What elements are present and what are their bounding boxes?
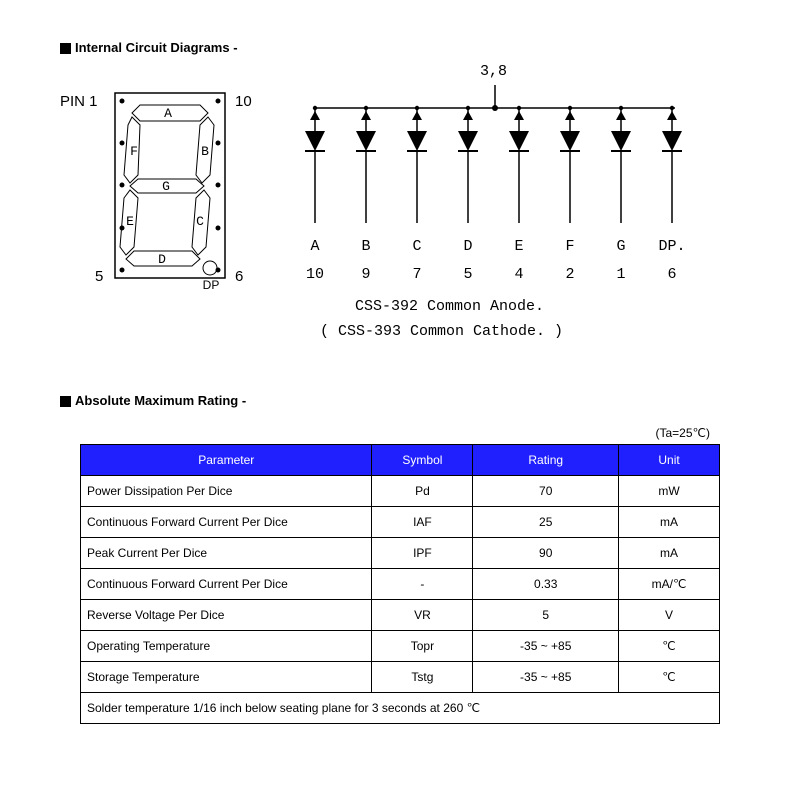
svg-text:F: F [130, 144, 138, 159]
seg-label: DP. [657, 238, 687, 255]
cell-symbol: IPF [372, 538, 473, 569]
cell-param: Operating Temperature [81, 631, 372, 662]
cell-rating: 0.33 [473, 569, 619, 600]
cell-rating: 70 [473, 476, 619, 507]
common-pin-label: 3,8 [480, 63, 507, 80]
seg-label: E [504, 238, 534, 255]
seg-label: G [606, 238, 636, 255]
pin10-label: 10 [235, 93, 252, 110]
table-row: Peak Current Per DiceIPF90mA [81, 538, 720, 569]
table-row: Continuous Forward Current Per DiceIAF25… [81, 507, 720, 538]
seg-label: A [300, 238, 330, 255]
seg-label: C [402, 238, 432, 255]
circuit-svg [300, 73, 700, 243]
rating-footnote: Solder temperature 1/16 inch below seati… [81, 693, 720, 724]
pin6-label: 6 [235, 268, 243, 285]
seg-pin: 10 [300, 266, 330, 283]
cell-param: Power Dissipation Per Dice [81, 476, 372, 507]
cell-param: Peak Current Per Dice [81, 538, 372, 569]
circuit-line1: CSS-392 Common Anode. [355, 298, 544, 315]
ta-note: (Ta=25℃) [60, 426, 710, 440]
cell-param: Continuous Forward Current Per Dice [81, 569, 372, 600]
table-row: Operating TemperatureTopr-35 ~ +85℃ [81, 631, 720, 662]
table-row: Storage TemperatureTstg-35 ~ +85℃ [81, 662, 720, 693]
svg-text:D: D [158, 252, 166, 267]
table-row: Power Dissipation Per DicePd70mW [81, 476, 720, 507]
cell-rating: 90 [473, 538, 619, 569]
rating-table: Parameter Symbol Rating Unit Power Dissi… [80, 444, 720, 724]
table-row: Reverse Voltage Per DiceVR5V [81, 600, 720, 631]
cell-symbol: Tstg [372, 662, 473, 693]
cell-rating: -35 ~ +85 [473, 662, 619, 693]
seg-label: D [453, 238, 483, 255]
pin5-label: 5 [95, 268, 103, 285]
table-row: Continuous Forward Current Per Dice-0.33… [81, 569, 720, 600]
cell-unit: mW [619, 476, 720, 507]
cell-unit: mA [619, 507, 720, 538]
pin1-label: PIN 1 [60, 93, 98, 110]
cell-param: Reverse Voltage Per Dice [81, 600, 372, 631]
seg-label: F [555, 238, 585, 255]
seg-pin: 6 [657, 266, 687, 283]
cell-symbol: IAF [372, 507, 473, 538]
section-rating-header: Absolute Maximum Rating - [60, 393, 740, 408]
seg-label: B [351, 238, 381, 255]
th-symbol: Symbol [372, 445, 473, 476]
th-parameter: Parameter [81, 445, 372, 476]
cell-symbol: VR [372, 600, 473, 631]
cell-unit: V [619, 600, 720, 631]
svg-text:B: B [201, 144, 209, 159]
cell-unit: ℃ [619, 631, 720, 662]
seg-pin: 2 [555, 266, 585, 283]
diagrams-row: PIN 1 10 5 6 A [60, 73, 740, 353]
cell-unit: ℃ [619, 662, 720, 693]
cell-symbol: Topr [372, 631, 473, 662]
svg-text:A: A [164, 106, 172, 121]
svg-text:E: E [126, 214, 134, 229]
cell-param: Continuous Forward Current Per Dice [81, 507, 372, 538]
cell-unit: mA/℃ [619, 569, 720, 600]
seg-pin: 4 [504, 266, 534, 283]
cell-rating: -35 ~ +85 [473, 631, 619, 662]
cell-unit: mA [619, 538, 720, 569]
svg-text:C: C [196, 214, 204, 229]
seg-pin: 1 [606, 266, 636, 283]
svg-text:G: G [162, 179, 170, 194]
cell-symbol: - [372, 569, 473, 600]
th-rating: Rating [473, 445, 619, 476]
cell-rating: 25 [473, 507, 619, 538]
circuit-line2: ( CSS-393 Common Cathode. ) [320, 323, 563, 340]
seg-pin: 7 [402, 266, 432, 283]
led-circuit-diagram: 3,8 ABCDEFGDP. 109754216 CSS-392 Common … [300, 73, 700, 353]
seg-pin: 9 [351, 266, 381, 283]
svg-text:DP: DP [203, 278, 220, 292]
led-package-diagram: PIN 1 10 5 6 A [60, 73, 260, 303]
cell-param: Storage Temperature [81, 662, 372, 693]
section-circuit-header: Internal Circuit Diagrams - [60, 40, 740, 55]
th-unit: Unit [619, 445, 720, 476]
seg-pin: 5 [453, 266, 483, 283]
cell-rating: 5 [473, 600, 619, 631]
cell-symbol: Pd [372, 476, 473, 507]
